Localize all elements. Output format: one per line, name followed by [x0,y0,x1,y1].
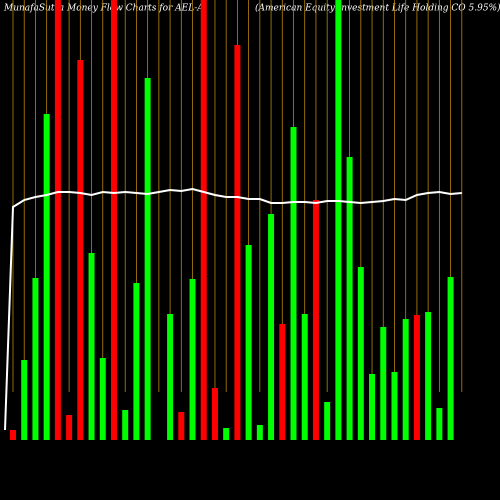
bar [335,0,342,440]
bar [10,430,16,440]
bar [122,410,129,440]
bar [189,279,196,440]
bar [312,200,319,440]
bar [245,245,252,440]
bar [402,319,409,440]
bar [99,358,106,440]
bar [167,314,174,440]
money-flow-line [4,187,462,431]
bar [54,0,61,440]
bar [88,253,95,440]
bar [413,315,420,440]
bar [178,412,185,440]
bar [133,283,140,440]
bar [21,360,28,440]
bar [77,60,84,440]
bar [380,327,387,440]
bar [200,0,207,440]
bar [369,374,376,440]
bar [268,214,275,440]
bar [223,428,230,440]
bar [256,425,263,440]
bar [346,157,353,440]
chart-title: MunafaSutra Money Flow Charts for AEL-A [3,4,204,14]
bar [324,402,331,440]
chart-subtitle: (American Equity Investment Life Holding… [255,3,500,14]
bar [301,314,308,440]
bar [447,277,454,440]
bar [110,0,117,440]
bar [436,408,443,440]
bar [66,415,73,440]
bar [32,278,39,440]
bar [43,114,50,440]
bar [234,45,241,440]
bar [279,324,286,440]
bar [211,388,218,440]
bar [290,127,297,440]
bar [425,312,432,440]
bar [391,372,398,440]
bar [357,267,364,440]
bar [144,78,151,440]
